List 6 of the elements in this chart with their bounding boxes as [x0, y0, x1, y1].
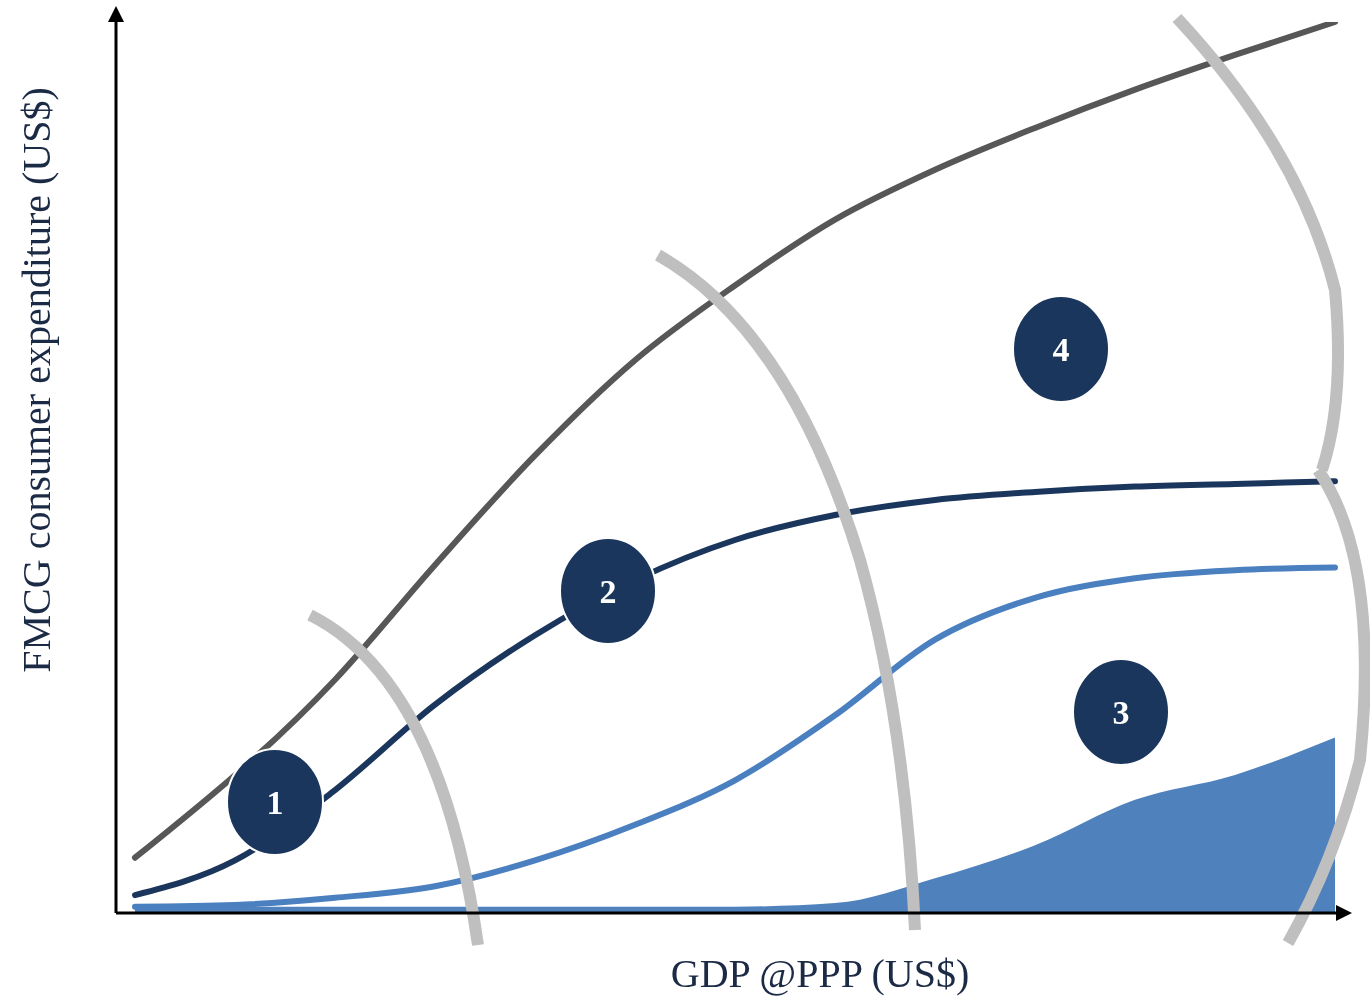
annotation: 1	[266, 784, 284, 821]
annotation: 2	[599, 573, 617, 610]
y-axis-title: FMCG consumer expenditure (US$)	[14, 87, 59, 673]
x-axis-title: GDP @PPP (US$)	[670, 951, 970, 996]
annotation: 4	[1052, 331, 1070, 368]
annotation: 3	[1112, 694, 1130, 731]
